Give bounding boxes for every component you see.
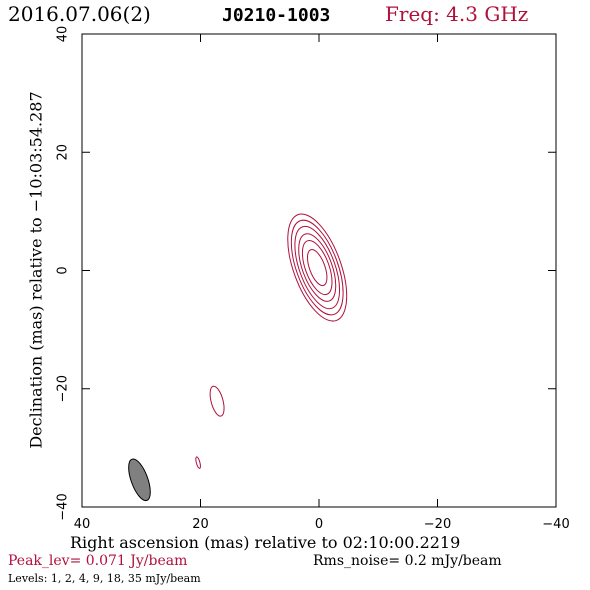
axis-ticks: 40 20 0 −20 −40 −40 −20 0 20 40 bbox=[56, 26, 570, 532]
contour-core bbox=[298, 233, 337, 302]
y-tick-label: 40 bbox=[56, 26, 71, 43]
x-axis-label: Right ascension (mas) relative to 02:10:… bbox=[70, 533, 461, 552]
x-tick-label: 40 bbox=[74, 517, 91, 532]
contour-core bbox=[301, 240, 333, 296]
x-tick-label: 20 bbox=[192, 517, 209, 532]
contour-core bbox=[307, 249, 328, 287]
x-tick-label: 0 bbox=[315, 517, 323, 532]
observation-date: 2016.07.06(2) bbox=[8, 2, 151, 26]
restoring-beam bbox=[128, 458, 151, 502]
y-axis-label: Declination (mas) relative to −10:03:54.… bbox=[26, 91, 46, 449]
plot-frame bbox=[81, 33, 557, 508]
y-tick-label: 0 bbox=[56, 266, 71, 274]
y-tick-label: −20 bbox=[56, 375, 71, 402]
x-tick-label: −40 bbox=[542, 517, 569, 532]
peak-level: Peak_lev= 0.071 Jy/beam bbox=[8, 553, 188, 569]
contour-levels: Levels: 1, 2, 4, 9, 18, 35 mJy/beam bbox=[8, 572, 201, 585]
contour-core bbox=[287, 213, 348, 322]
y-tick-label: −40 bbox=[56, 493, 71, 520]
frequency-label: Freq: 4.3 GHz bbox=[385, 2, 529, 26]
contour-knot-2 bbox=[195, 456, 201, 469]
contour-lines bbox=[195, 213, 348, 469]
beam-ellipse bbox=[128, 458, 151, 502]
rms-noise: Rms_noise= 0.2 mJy/beam bbox=[313, 553, 502, 569]
source-name: J0210-1003 bbox=[222, 5, 331, 26]
y-tick-label: 20 bbox=[56, 144, 71, 161]
contour-knot-1 bbox=[209, 385, 225, 417]
contour-core bbox=[290, 219, 344, 316]
x-tick-label: −20 bbox=[424, 517, 451, 532]
contour-core bbox=[294, 225, 341, 310]
